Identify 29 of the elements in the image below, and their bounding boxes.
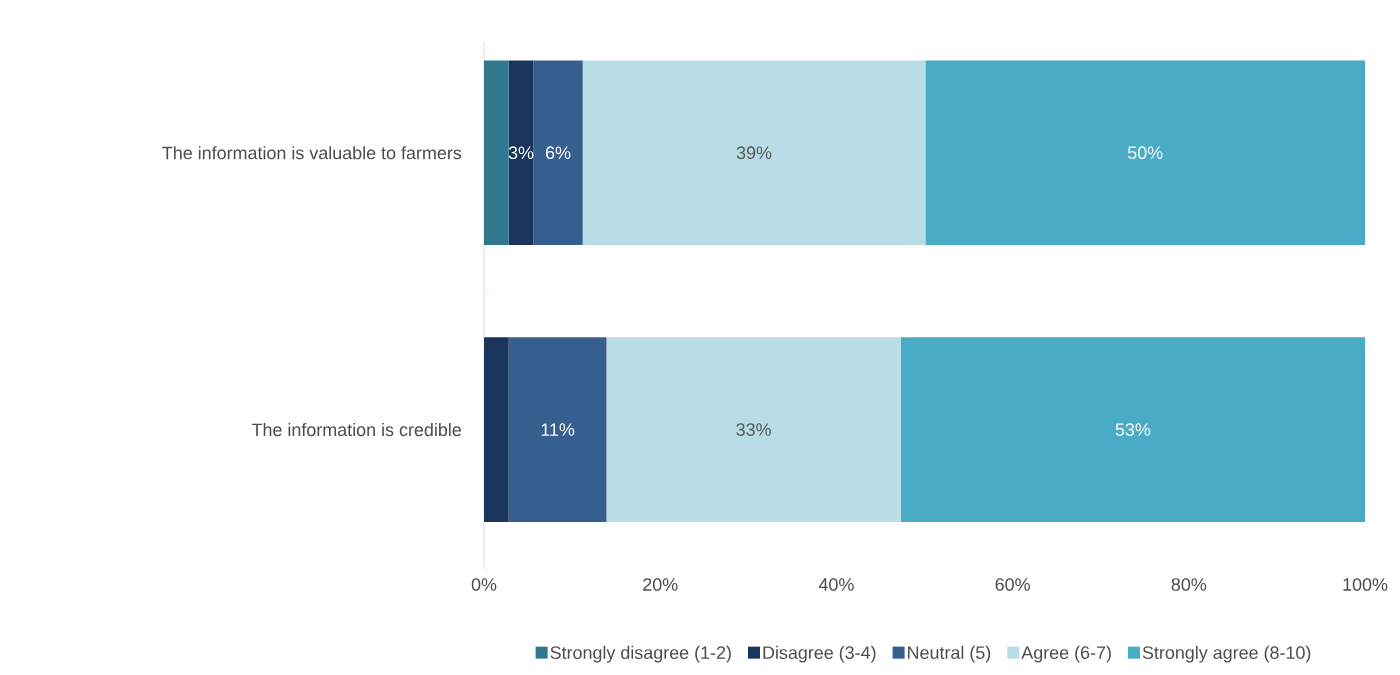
bar: [508, 337, 607, 522]
y-tick-label: The information is credible: [251, 422, 461, 437]
data-label: 3%: [508, 146, 534, 160]
bar: [484, 60, 509, 246]
legend-label: Agree (6-7): [1021, 645, 1111, 663]
data-label: 50%: [1127, 146, 1163, 160]
bar: [533, 60, 583, 246]
bar: [582, 60, 926, 246]
x-tick-label: 0%: [471, 578, 497, 591]
data-label: 53%: [1115, 423, 1151, 436]
legend-label: Disagree (3-4): [763, 645, 876, 663]
y-tick-label: The information is valuable to farmers: [162, 146, 462, 160]
bar: [484, 337, 509, 522]
x-tick-label: 20%: [643, 578, 678, 591]
legend-label: Strongly agree (8-10): [1142, 645, 1311, 663]
legend-label: Strongly disagree (1-2): [550, 645, 731, 663]
x-tick-label: 40%: [818, 578, 854, 591]
x-tick-label: 100%: [1343, 578, 1388, 591]
data-label: 39%: [736, 146, 772, 160]
data-label: 33%: [736, 423, 771, 436]
data-label: 11%: [541, 423, 575, 436]
x-tick-label: 80%: [1171, 578, 1207, 591]
bar: [925, 60, 1366, 246]
bar: [508, 60, 534, 246]
x-tick-label: 60%: [995, 578, 1030, 591]
legend-label: Neutral (5): [908, 645, 991, 663]
bar: [900, 337, 1366, 522]
data-label: 6%: [545, 146, 571, 160]
bar: [606, 337, 901, 522]
